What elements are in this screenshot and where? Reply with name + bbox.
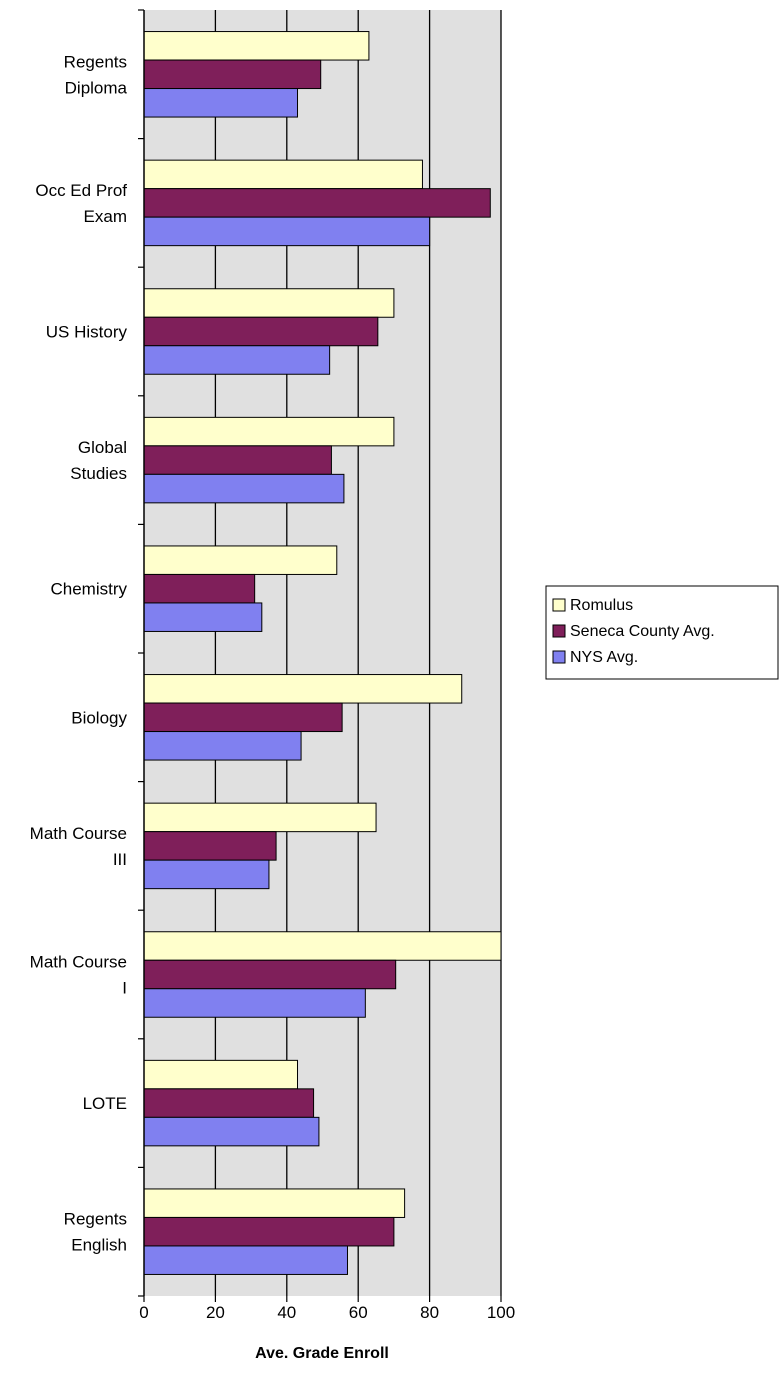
bar-seneca-county-avg-5 <box>143 702 343 733</box>
x-tick-labels: 0 20 40 60 80 100 <box>139 1296 515 1322</box>
x-tick-label: 20 <box>206 1303 225 1322</box>
bar-romulus-2 <box>143 288 395 318</box>
bar-romulus-3 <box>143 416 395 447</box>
category-label: Regents English <box>64 1210 127 1255</box>
category-labels: Regents Diploma Occ Ed Prof Exam US History G… <box>30 52 128 1254</box>
legend-label: Seneca County Avg. <box>570 623 715 640</box>
bar-seneca-county-avg-4 <box>143 573 256 604</box>
x-tick-label: 80 <box>420 1303 439 1322</box>
legend-box <box>545 585 779 680</box>
category-label: LOTE <box>83 1094 127 1113</box>
bar-romulus-4 <box>143 545 338 575</box>
bar-romulus-8 <box>143 1059 299 1090</box>
bar-nys-avg-5 <box>143 731 302 761</box>
bar-seneca-county-avg-8 <box>143 1088 315 1118</box>
category-label: Biology <box>71 708 127 727</box>
bar-romulus-7 <box>143 931 502 961</box>
legend-label: NYS Avg. <box>570 649 638 666</box>
category-label: US History <box>46 323 128 342</box>
bar-seneca-county-avg-0 <box>143 59 322 90</box>
bar-nys-avg-6 <box>143 859 270 890</box>
category-label: Occ Ed Prof Exam <box>35 181 127 226</box>
bar-nys-avg-4 <box>143 602 263 632</box>
bar-seneca-county-avg-1 <box>143 188 491 218</box>
bar-nys-avg-7 <box>143 988 366 1018</box>
bar-seneca-county-avg-3 <box>143 445 332 475</box>
category-label: Regents Diploma <box>64 52 128 97</box>
bar-romulus-0 <box>143 31 370 61</box>
bar-seneca-county-avg-6 <box>143 831 277 861</box>
bar-nys-avg-0 <box>143 88 299 118</box>
bar-seneca-county-avg-9 <box>143 1216 395 1247</box>
bar-romulus-5 <box>143 674 463 704</box>
bar-nys-avg-2 <box>143 345 331 375</box>
bar-romulus-1 <box>143 159 423 190</box>
bar-nys-avg-1 <box>143 216 431 247</box>
legend: Romulus Seneca County Avg. NYS Avg. <box>545 585 779 680</box>
bar-nys-avg-3 <box>143 473 345 504</box>
legend-label: Romulus <box>570 597 633 614</box>
x-axis-title: Ave. Grade Enroll <box>255 1345 389 1362</box>
category-label: Math Course III <box>30 824 127 869</box>
x-tick-label: 100 <box>487 1303 515 1322</box>
x-tick-label: 60 <box>349 1303 368 1322</box>
category-ticks <box>138 9 144 1297</box>
bar-nys-avg-9 <box>143 1245 348 1275</box>
bars <box>143 31 502 1275</box>
bar-seneca-county-avg-7 <box>143 959 397 990</box>
legend-swatch <box>552 650 566 664</box>
bar-romulus-6 <box>143 802 377 833</box>
bar-nys-avg-8 <box>143 1116 320 1147</box>
legend-swatch <box>552 598 566 612</box>
x-tick-label: 40 <box>277 1303 296 1322</box>
x-tick-label: 0 <box>139 1303 148 1322</box>
legend-swatch <box>552 624 566 638</box>
category-label: Chemistry <box>50 580 127 599</box>
category-label: Math Course I <box>30 953 127 998</box>
bar-seneca-county-avg-2 <box>143 316 379 347</box>
category-label: Global Studies <box>70 438 127 483</box>
bar-romulus-9 <box>143 1188 406 1218</box>
